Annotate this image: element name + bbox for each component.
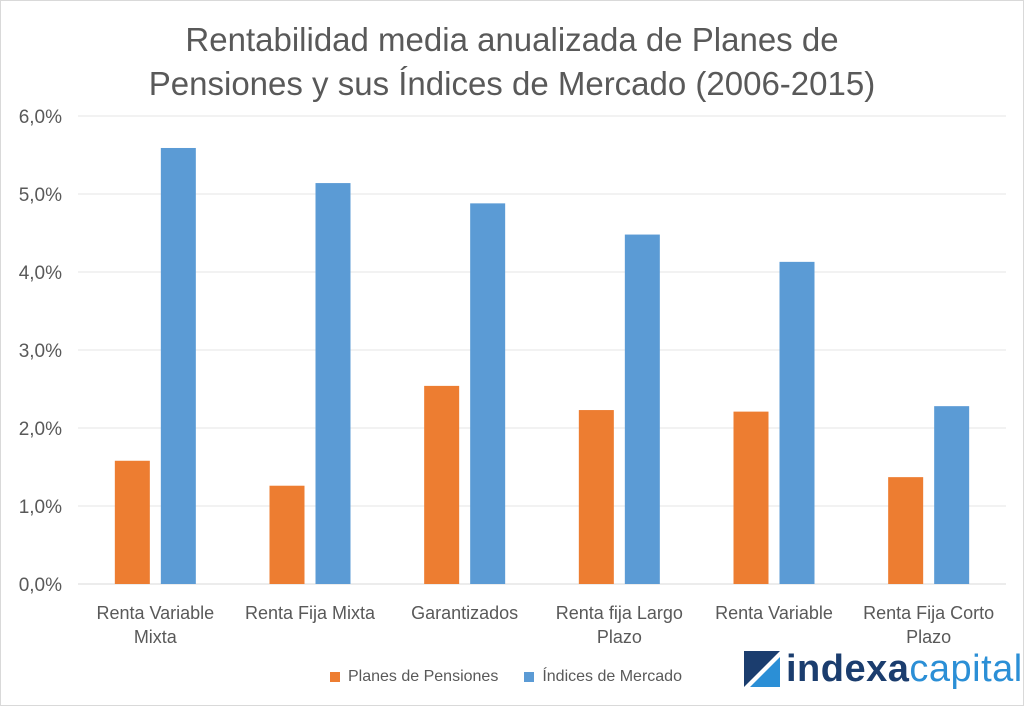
- bar-planes: [424, 385, 460, 584]
- legend-label-indices: Índices de Mercado: [542, 668, 682, 685]
- x-tick-label: Renta Variable: [715, 603, 833, 623]
- x-tick-label: Plazo: [906, 627, 951, 647]
- indexa-capital-logo: indexa capital: [742, 647, 1023, 691]
- bar-planes: [269, 485, 305, 584]
- x-tick-label: Renta Fija Mixta: [245, 603, 376, 623]
- y-tick-label: 1,0%: [19, 497, 62, 518]
- legend-item-planes: Planes de Pensiones: [330, 668, 498, 686]
- y-tick-label: 6,0%: [19, 107, 62, 128]
- x-axis-labels: Renta Variable Mixta Renta Fija Mixta Garan…: [96, 603, 994, 647]
- y-tick-label: 5,0%: [19, 185, 62, 206]
- legend-swatch-planes: [330, 672, 340, 682]
- bar-planes: [578, 410, 614, 584]
- x-tick-label: Mixta: [134, 627, 178, 647]
- x-tick-label: Renta fija Largo: [556, 603, 683, 623]
- x-tick-label: Plazo: [597, 627, 642, 647]
- bar-indices: [470, 203, 506, 585]
- y-tick-label: 2,0%: [19, 419, 62, 440]
- legend-label-planes: Planes de Pensiones: [348, 668, 499, 685]
- bar-indices: [315, 183, 351, 584]
- chart-title-line-1: Rentabilidad media anualizada de Planes …: [185, 21, 839, 58]
- y-tick-label: 3,0%: [19, 341, 62, 362]
- indexa-logo-mark-icon: [744, 651, 780, 687]
- x-tick-label: Renta Fija Corto: [863, 603, 994, 623]
- gridlines: [78, 115, 1006, 585]
- bar-indices: [160, 147, 196, 585]
- legend-item-indices: Índices de Mercado: [524, 668, 682, 686]
- x-tick-label: Garantizados: [411, 603, 518, 623]
- y-tick-label: 0,0%: [19, 575, 62, 596]
- logo-text-indexa: indexa: [786, 647, 910, 690]
- x-tick-label: Renta Variable: [96, 603, 214, 623]
- bars: [114, 147, 970, 585]
- bar-indices: [934, 406, 970, 584]
- legend-swatch-indices: [524, 672, 535, 682]
- bar-planes: [888, 477, 924, 584]
- chart-title-line-2: Pensiones y sus Índices de Mercado (2006…: [148, 65, 876, 102]
- chart-title: Rentabilidad media anualizada de Planes …: [0, 18, 1024, 106]
- y-tick-label: 4,0%: [19, 263, 62, 284]
- bar-indices: [624, 234, 660, 584]
- logo-text-capital: capital: [909, 647, 1023, 690]
- bar-indices: [779, 261, 815, 584]
- bar-planes: [114, 460, 150, 584]
- bar-planes: [733, 411, 769, 584]
- legend: Planes de Pensiones Índices de Mercado: [330, 666, 708, 688]
- y-axis-labels: 0,0% 1,0% 2,0% 3,0% 4,0% 5,0% 6,0%: [19, 107, 62, 596]
